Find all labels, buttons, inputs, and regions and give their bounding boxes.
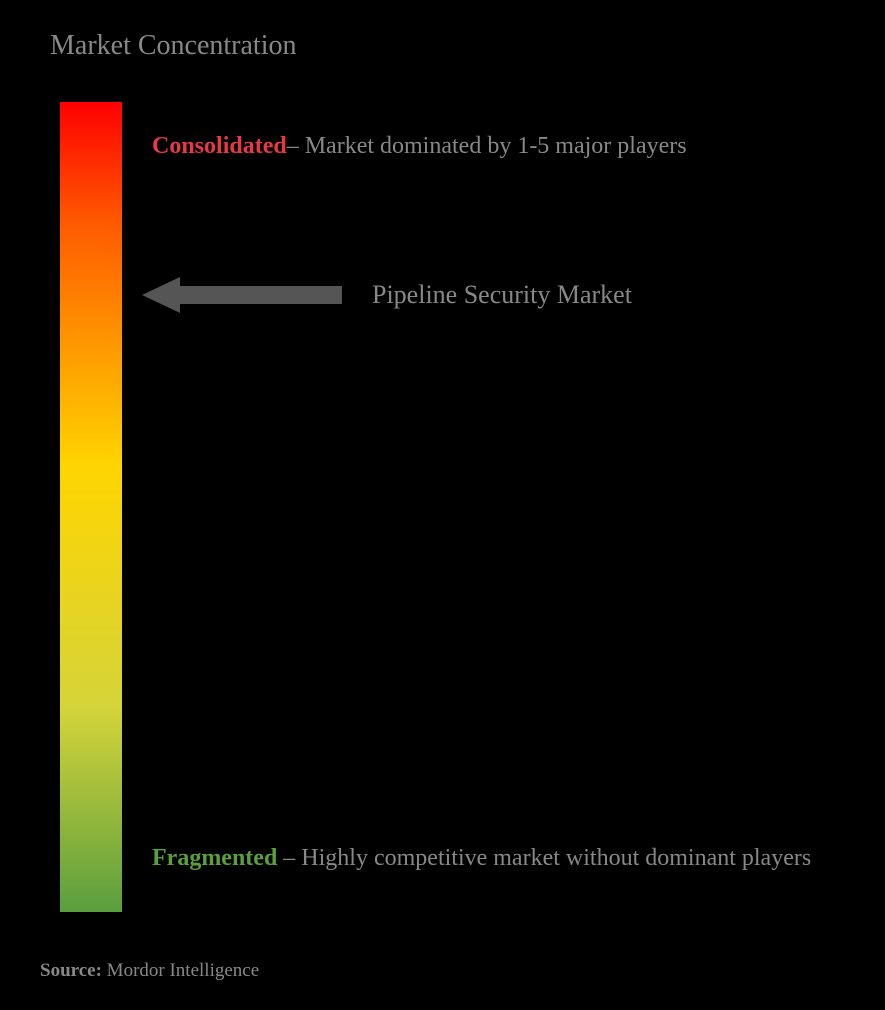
content-area: Consolidated– Market dominated by 1-5 ma… — [40, 102, 845, 912]
source-attribution: Source: Mordor Intelligence — [40, 960, 259, 982]
infographic-container: Market Concentration Consolidated– Marke… — [0, 0, 885, 1010]
fragmented-label: Fragmented – Highly competitive market w… — [152, 834, 825, 882]
chart-title: Market Concentration — [50, 30, 845, 62]
consolidated-label: Consolidated– Market dominated by 1-5 ma… — [152, 122, 825, 170]
market-name-label: Pipeline Security Market — [372, 280, 632, 310]
concentration-gradient-bar — [60, 102, 122, 912]
source-prefix: Source: — [40, 960, 107, 981]
source-name: Mordor Intelligence — [107, 960, 259, 981]
fragmented-highlight: Fragmented — [152, 845, 277, 871]
consolidated-description: – Market dominated by 1-5 major players — [287, 133, 687, 159]
arrow-left-icon — [142, 277, 342, 313]
labels-area: Consolidated– Market dominated by 1-5 ma… — [152, 102, 845, 912]
market-pointer: Pipeline Security Market — [142, 277, 632, 313]
fragmented-description: – Highly competitive market without domi… — [277, 845, 811, 871]
consolidated-highlight: Consolidated — [152, 133, 287, 159]
